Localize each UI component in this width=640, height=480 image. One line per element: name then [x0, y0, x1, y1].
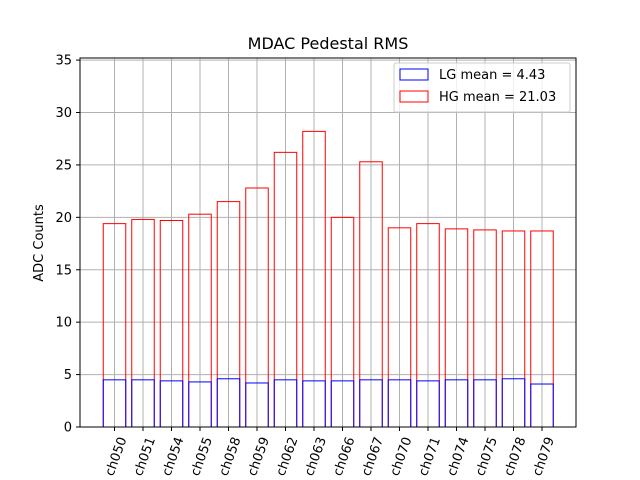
y-tick-label: 0: [64, 421, 72, 436]
y-tick-label: 25: [55, 158, 72, 173]
y-axis: 0 5 10 15 20 25 30 35: [55, 54, 80, 436]
legend-box: [393, 62, 571, 113]
y-axis-label: ADC Counts: [32, 204, 47, 282]
y-tick-label: 5: [64, 368, 72, 383]
grid: [80, 58, 576, 428]
y-tick-label: 35: [55, 54, 72, 69]
legend-swatch-lg: [399, 68, 429, 81]
legend-label-hg: HG mean = 21.03: [439, 90, 556, 105]
y-tick-label: 20: [55, 211, 72, 226]
legend: LG mean = 4.43 HG mean = 21.03: [393, 62, 571, 113]
y-tick-label: 15: [55, 263, 72, 278]
legend-swatch-hg: [399, 90, 429, 103]
y-tick-label: 10: [55, 316, 72, 331]
chart-title: MDAC Pedestal RMS: [248, 34, 409, 53]
y-tick-label: 30: [55, 106, 72, 121]
legend-label-lg: LG mean = 4.43: [439, 68, 545, 83]
plot-frame: [79, 57, 577, 428]
